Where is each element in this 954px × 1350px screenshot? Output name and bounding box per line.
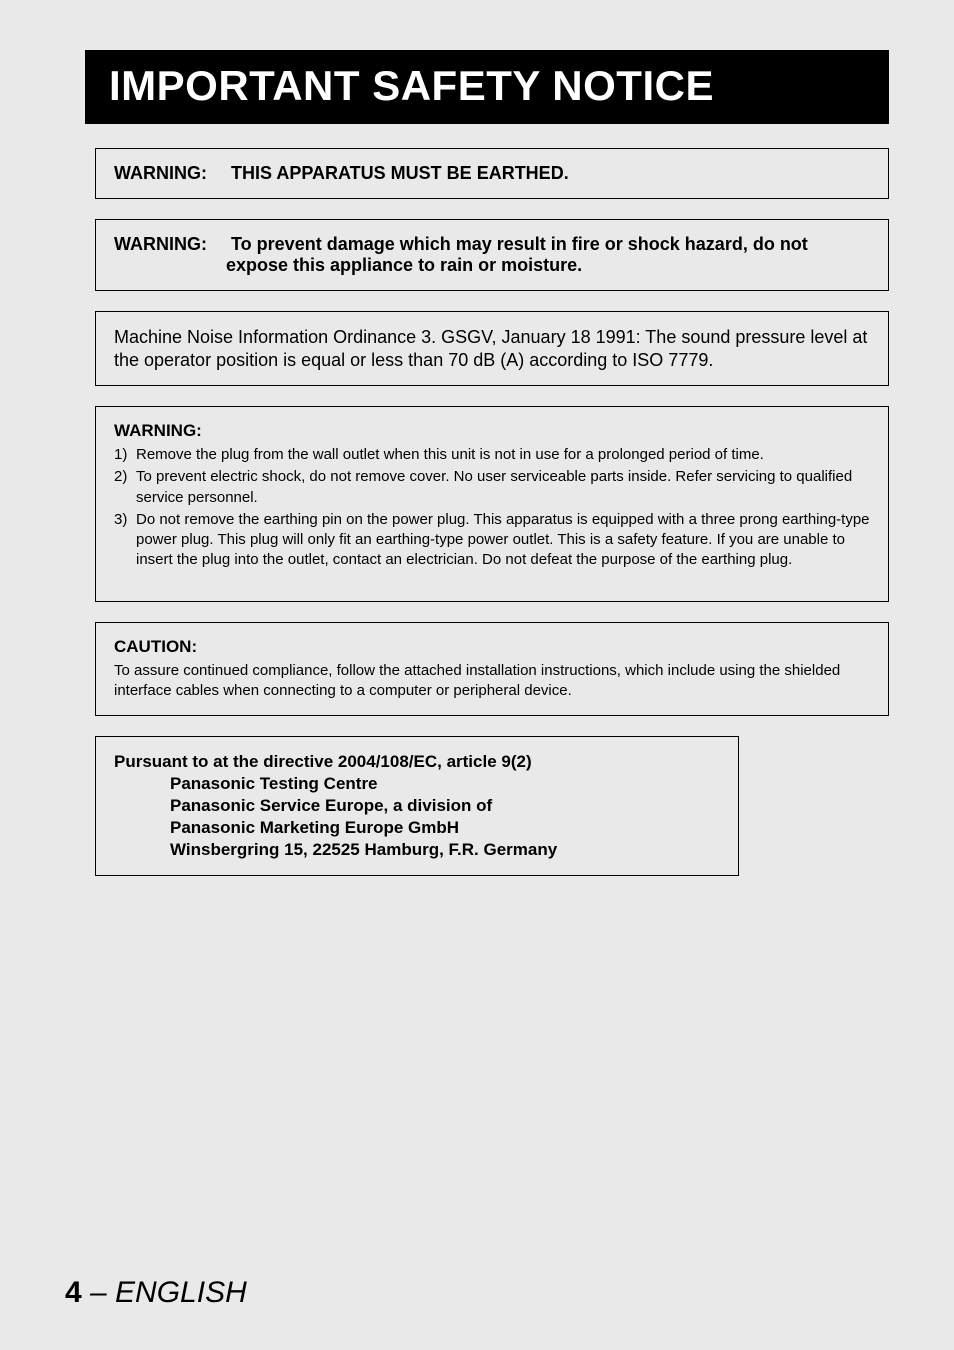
directive-line: Panasonic Marketing Europe GmbH xyxy=(170,817,720,839)
caution-head: CAUTION: xyxy=(114,637,870,657)
warning-box-moisture: WARNING: To prevent damage which may res… xyxy=(95,219,889,291)
directive-line: Winsbergring 15, 22525 Hamburg, F.R. Ger… xyxy=(170,839,720,861)
list-number: 3) xyxy=(114,510,136,571)
directive-line: Panasonic Testing Centre xyxy=(170,773,720,795)
warning-label: WARNING: xyxy=(114,234,226,255)
list-text: Do not remove the earthing pin on the po… xyxy=(136,510,870,571)
directive-line: Pursuant to at the directive 2004/108/EC… xyxy=(114,752,532,771)
footer-separator: – xyxy=(82,1276,115,1309)
warning-list-head: WARNING: xyxy=(114,421,870,441)
list-item: 3) Do not remove the earthing pin on the… xyxy=(114,510,870,571)
page-content: IMPORTANT SAFETY NOTICE WARNING: THIS AP… xyxy=(0,0,954,876)
page-footer: 4 – ENGLISH xyxy=(65,1276,247,1310)
warning-list: 1) Remove the plug from the wall outlet … xyxy=(114,445,870,571)
list-number: 2) xyxy=(114,467,136,508)
directive-line: Panasonic Service Europe, a division of xyxy=(170,795,720,817)
directive-box: Pursuant to at the directive 2004/108/EC… xyxy=(95,736,739,876)
list-text: Remove the plug from the wall outlet whe… xyxy=(136,445,870,465)
list-text: To prevent electric shock, do not remove… xyxy=(136,467,870,508)
list-item: 1) Remove the plug from the wall outlet … xyxy=(114,445,870,465)
noise-info-box: Machine Noise Information Ordinance 3. G… xyxy=(95,311,889,386)
warning-label: WARNING: xyxy=(114,163,226,184)
warning-text: THIS APPARATUS MUST BE EARTHED. xyxy=(231,163,569,183)
warning-list-box: WARNING: 1) Remove the plug from the wal… xyxy=(95,406,889,602)
caution-body: To assure continued compliance, follow t… xyxy=(114,661,870,702)
noise-info-text: Machine Noise Information Ordinance 3. G… xyxy=(114,326,870,371)
warning-text-line1: To prevent damage which may result in fi… xyxy=(231,234,808,254)
footer-language: ENGLISH xyxy=(115,1276,247,1309)
warning-text-line2: expose this appliance to rain or moistur… xyxy=(226,255,870,276)
title-banner: IMPORTANT SAFETY NOTICE xyxy=(85,50,889,124)
caution-box: CAUTION: To assure continued compliance,… xyxy=(95,622,889,717)
list-number: 1) xyxy=(114,445,136,465)
warning-box-earthed: WARNING: THIS APPARATUS MUST BE EARTHED. xyxy=(95,148,889,199)
page-number: 4 xyxy=(65,1276,82,1309)
list-item: 2) To prevent electric shock, do not rem… xyxy=(114,467,870,508)
